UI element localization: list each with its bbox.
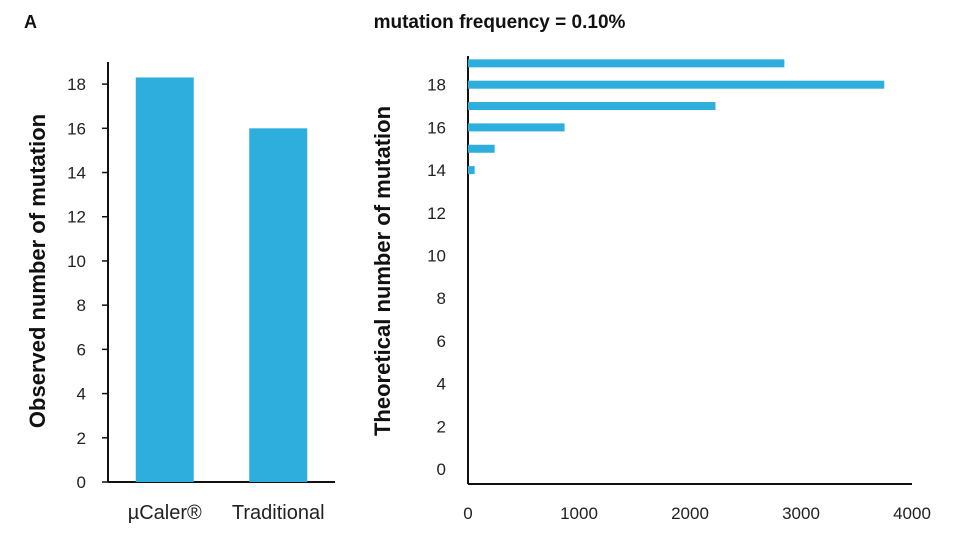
right-bar-chart: 0 1000 2000 3000 4000 0 2 4 6 8 10 12 14 16 18 [427,56,931,523]
right-bar [468,59,785,68]
left-y-tick-label: 18 [67,75,86,94]
left-y-tick-label: 10 [67,252,86,271]
right-y-tick-label: 14 [427,161,446,180]
right-y-tick-label: 4 [437,375,446,394]
right-bar [468,102,716,111]
chart-title: mutation frequency = 0.10% [373,12,626,33]
right-bar [468,144,495,153]
right-y-tick-label: 2 [437,417,446,436]
left-x-category-label: Traditional [232,502,325,524]
left-bar-chart: 0 2 4 6 8 10 12 14 16 18 µCaler® Traditional [67,62,335,524]
left-y-tick-label: 2 [77,429,86,448]
panel-label: A [24,12,37,32]
right-y-tick-label: 16 [427,118,446,137]
left-y-tick-label: 14 [67,164,86,183]
left-y-tick-label: 4 [77,385,86,404]
right-x-tick-label: 2000 [671,504,709,523]
left-bar [135,77,194,482]
right-x-tick-label: 3000 [782,504,820,523]
right-y-axis-label: Theoretical number of mutation [370,106,395,436]
right-y-tick-label: 6 [437,332,446,351]
left-y-tick-label: 6 [77,340,86,359]
right-y-tick-label: 12 [427,204,446,223]
left-y-tick-label: 0 [77,473,86,492]
right-x-tick-label: 1000 [560,504,598,523]
right-bar [468,123,565,132]
left-y-axis-label: Observed number of mutation [25,114,50,428]
left-y-tick-label: 8 [77,296,86,315]
left-y-tick-label: 16 [67,119,86,138]
right-y-tick-label: 10 [427,247,446,266]
right-x-tick-label: 4000 [893,504,931,523]
left-x-category-label: µCaler® [128,502,202,524]
right-y-tick-label: 18 [427,76,446,95]
right-bar [468,80,885,89]
left-bar [249,128,308,482]
right-bar [468,166,475,175]
left-y-tick-label: 12 [67,208,86,227]
right-x-tick-label: 0 [463,504,472,523]
right-y-tick-label: 8 [437,289,446,308]
right-y-tick-label: 0 [437,460,446,479]
